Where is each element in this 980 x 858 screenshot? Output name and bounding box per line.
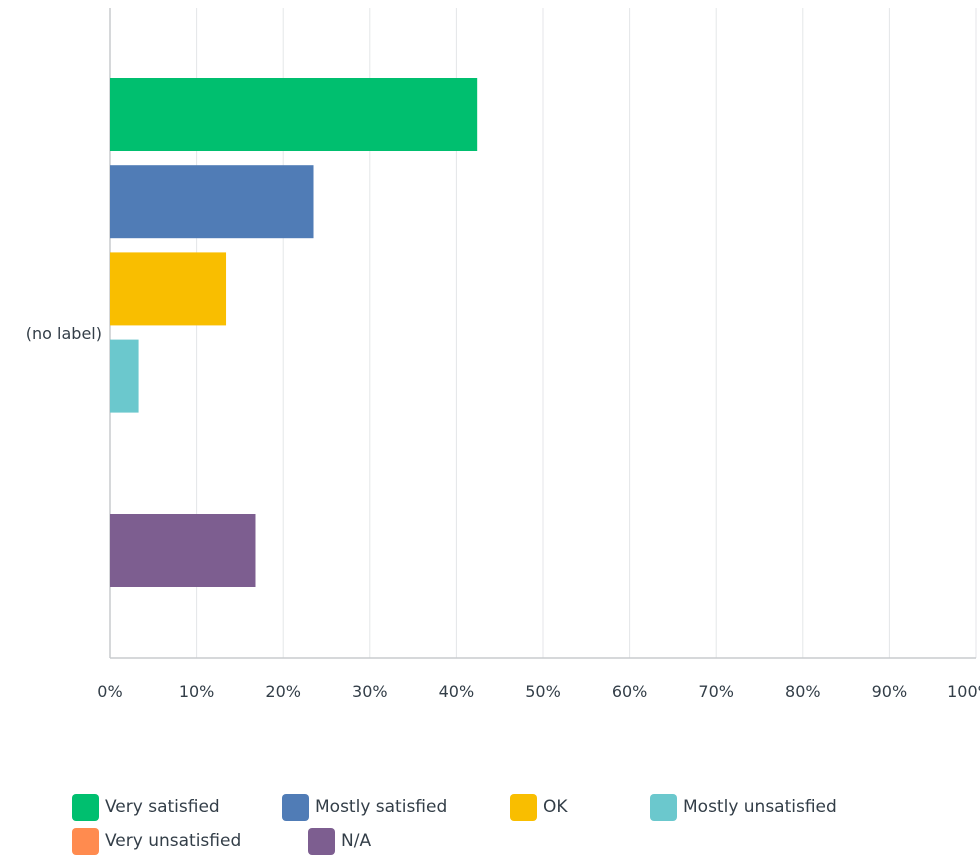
legend-item-very-unsatisfied: Very unsatisfied <box>72 827 308 855</box>
bar-mostly-unsatisfied <box>110 339 139 413</box>
legend-row: Very unsatisfied N/A <box>72 824 972 858</box>
bar-n-a <box>110 514 256 587</box>
legend-item-mostly-satisfied: Mostly satisfied <box>282 793 510 821</box>
legend-swatch <box>72 827 99 855</box>
x-axis-ticks: 0% 10% 20% 30% 40% 50% 60% 70% 80% 90% 100% <box>97 682 980 700</box>
legend-row: Very satisfied Mostly satisfied OK Mostl… <box>72 790 972 824</box>
bar-chart: 0% 10% 20% 30% 40% 50% 60% 70% 80% 90% 100% (no la… <box>26 8 980 700</box>
x-tick-label: 0% <box>97 682 122 700</box>
x-tick-label: 100% <box>947 682 980 700</box>
bar-mostly-satisfied <box>110 165 314 239</box>
x-tick-label: 70% <box>698 682 734 700</box>
legend-label: Very unsatisfied <box>105 831 242 851</box>
x-tick-label: 80% <box>785 682 821 700</box>
legend-label: N/A <box>341 831 372 851</box>
legend-swatch <box>282 793 309 821</box>
x-tick-label: 90% <box>872 682 908 700</box>
x-tick-label: 10% <box>179 682 215 700</box>
legend-item-n-a: N/A <box>308 827 372 855</box>
legend-label: Mostly unsatisfied <box>683 797 837 817</box>
legend-swatch <box>510 793 537 821</box>
bars <box>110 78 478 587</box>
legend-label: OK <box>543 797 568 817</box>
legend: Very satisfied Mostly satisfied OK Mostl… <box>72 790 972 858</box>
legend-swatch <box>650 793 677 821</box>
x-tick-label: 50% <box>525 682 561 700</box>
x-tick-label: 20% <box>265 682 301 700</box>
legend-swatch <box>308 827 335 855</box>
category-label: (no label) <box>26 324 102 343</box>
legend-item-mostly-unsatisfied: Mostly unsatisfied <box>650 793 837 821</box>
legend-item-very-satisfied: Very satisfied <box>72 793 282 821</box>
x-tick-label: 30% <box>352 682 388 700</box>
bar-ok <box>110 252 227 326</box>
x-tick-label: 60% <box>612 682 648 700</box>
legend-label: Mostly satisfied <box>315 797 448 817</box>
legend-item-ok: OK <box>510 793 650 821</box>
legend-swatch <box>72 793 99 821</box>
x-tick-label: 40% <box>439 682 475 700</box>
legend-label: Very satisfied <box>105 797 220 817</box>
bar-very-satisfied <box>110 78 478 151</box>
